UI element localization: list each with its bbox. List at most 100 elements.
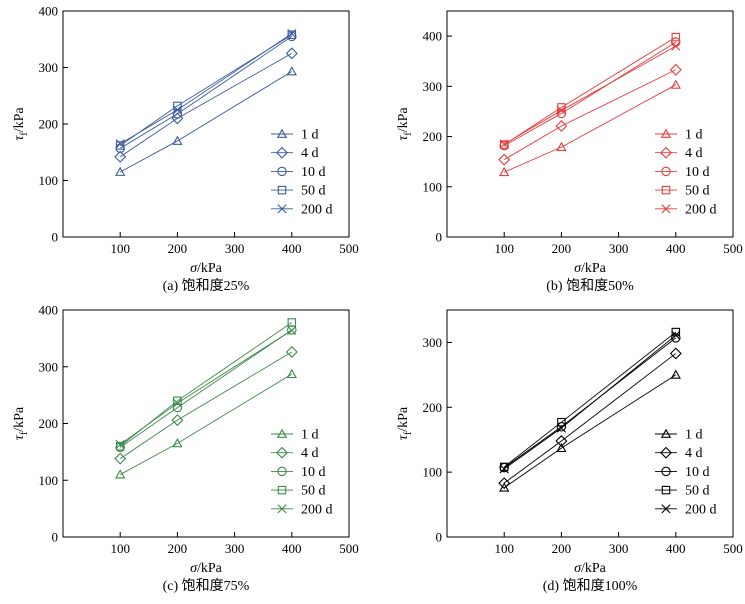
data-point	[172, 105, 182, 115]
series-line	[503, 374, 677, 489]
x-tick-label: 200	[168, 241, 188, 256]
series-line	[119, 373, 293, 475]
data-point	[115, 139, 125, 149]
x-tick-label: 100	[110, 541, 130, 556]
x-tick-label: 100	[110, 241, 130, 256]
legend-marker	[277, 466, 287, 477]
x-axis-unit: /kPa	[197, 561, 223, 576]
y-axis-symbol: τ	[396, 434, 411, 440]
y-tick-label: 300	[423, 79, 443, 94]
series-4	[115, 325, 297, 450]
series-line	[504, 84, 677, 173]
x-axis-symbol: σ	[190, 561, 198, 576]
x-tick-label: 400	[666, 541, 686, 556]
y-axis-unit: /kPa	[396, 107, 411, 133]
legend-label: 10 d	[301, 165, 326, 180]
x-axis-label: σ/kPa	[190, 261, 223, 276]
series-3	[115, 318, 297, 451]
x-axis-label: σ/kPa	[574, 561, 607, 576]
y-tick-label: 400	[39, 4, 59, 19]
series-line	[503, 36, 677, 145]
data-point	[115, 469, 126, 479]
data-point	[287, 30, 297, 39]
series-line	[119, 52, 293, 158]
data-point	[556, 108, 567, 119]
x-tick-label: 500	[723, 241, 743, 256]
x-tick-label: 200	[168, 541, 188, 556]
series-line	[119, 351, 293, 460]
data-point	[498, 477, 511, 490]
legend-marker	[277, 185, 287, 195]
x-axis-unit: /kPa	[581, 561, 607, 576]
panel-1: 100 200 300 400 5000100200300400σ/kPaτf/kPa(…	[396, 10, 743, 294]
x-tick-label: 300	[225, 541, 245, 556]
series-1	[114, 346, 298, 465]
y-tick-label: 0	[52, 230, 59, 245]
legend-label: 10 d	[301, 465, 326, 480]
series-1	[498, 63, 682, 166]
y-tick-label: 200	[423, 129, 443, 144]
x-axis-label: σ/kPa	[190, 561, 223, 576]
y-axis-label: τf/kPa	[396, 107, 414, 141]
y-tick-label: 400	[39, 303, 59, 318]
y-tick-label: 0	[436, 530, 443, 545]
y-axis-subscript: f	[19, 431, 30, 435]
y-axis-subscript: f	[403, 431, 414, 435]
legend-marker	[276, 428, 288, 438]
plot-frame	[446, 309, 734, 538]
y-axis-unit: /kPa	[396, 406, 411, 432]
series-1	[114, 47, 298, 163]
data-point	[172, 135, 183, 145]
legend-label: 200 d	[301, 202, 333, 217]
legend-marker	[276, 146, 288, 159]
legend-marker	[660, 146, 672, 159]
data-point	[114, 150, 127, 163]
x-tick-label: 100	[494, 541, 514, 556]
y-tick-label: 200	[423, 400, 443, 415]
x-tick-label: 300	[609, 241, 629, 256]
legend-marker	[660, 428, 672, 438]
y-axis-label: τf/kPa	[12, 107, 30, 141]
y-axis-unit: /kPa	[12, 406, 27, 432]
legend-marker	[276, 446, 288, 459]
data-point	[669, 347, 682, 360]
panel-2: 100 200 300 400 5000100200300400σ/kPaτf/kPa(…	[12, 303, 359, 595]
y-tick-label: 200	[39, 117, 59, 132]
legend-label: 1 d	[301, 428, 319, 443]
legend-marker	[277, 485, 287, 495]
data-point	[286, 66, 297, 76]
data-point	[287, 29, 297, 39]
series-line	[503, 41, 677, 146]
panel-caption: (c) 饱和度75%	[163, 578, 250, 594]
x-axis-symbol: σ	[574, 561, 582, 576]
y-axis-label: τf/kPa	[396, 406, 414, 440]
data-point	[172, 398, 182, 408]
x-tick-label: 400	[282, 241, 302, 256]
legend-label: 200 d	[685, 502, 717, 517]
data-point	[115, 141, 125, 150]
data-point	[499, 166, 510, 177]
legend: 1 d 4 d 10 d 50 d 200 d	[655, 128, 717, 217]
data-point	[172, 438, 183, 448]
legend-marker	[277, 204, 287, 214]
panel-3: 100 200 300 400 5000100200300σ/kPaτf/kPa(d) …	[396, 309, 743, 594]
legend-marker	[660, 128, 672, 138]
y-axis-subscript: f	[403, 132, 414, 136]
y-tick-label: 400	[423, 29, 443, 44]
data-point	[670, 369, 681, 379]
series-4	[115, 29, 297, 149]
legend-marker	[661, 504, 671, 514]
x-tick-label: 200	[552, 241, 572, 256]
series-line	[119, 329, 293, 448]
legend-marker	[661, 466, 671, 477]
data-point	[171, 414, 184, 427]
data-point	[286, 368, 297, 379]
x-tick-label: 300	[225, 241, 245, 256]
data-point	[671, 41, 681, 51]
x-axis-unit: /kPa	[197, 261, 223, 276]
x-axis-symbol: σ	[574, 261, 582, 276]
legend-label: 4 d	[301, 446, 319, 461]
y-axis-unit: /kPa	[12, 107, 27, 133]
